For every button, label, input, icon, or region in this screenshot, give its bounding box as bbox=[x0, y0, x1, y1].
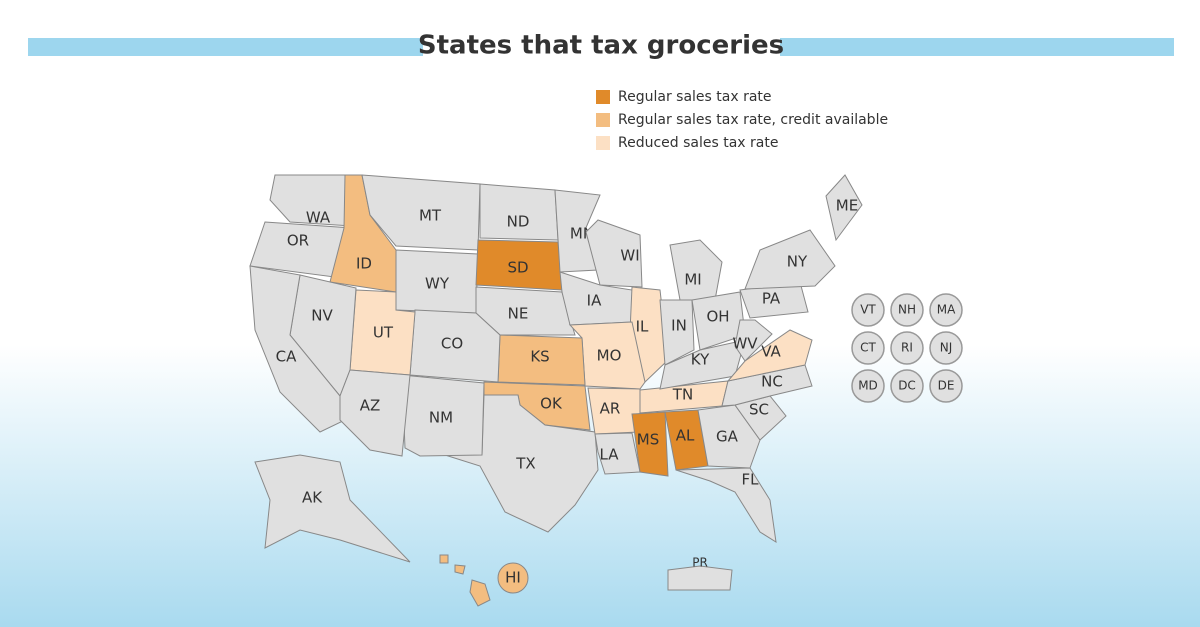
state-shape bbox=[631, 411, 669, 477]
small-state-circle bbox=[929, 293, 963, 327]
state-shape bbox=[734, 319, 773, 362]
state-label: IN bbox=[671, 317, 687, 335]
state-label: WA bbox=[306, 209, 331, 227]
title: States that tax groceries bbox=[418, 31, 784, 61]
state-label: NV bbox=[311, 307, 333, 325]
small-state-label: RI bbox=[901, 341, 913, 355]
title-bar-right bbox=[780, 38, 1174, 56]
state-label: AZ bbox=[360, 397, 381, 415]
state-label: GA bbox=[716, 428, 739, 446]
small-state-circle bbox=[929, 331, 963, 365]
legend-swatch bbox=[596, 113, 610, 127]
small-state-label: MA bbox=[937, 303, 956, 317]
state-label: TX bbox=[515, 455, 535, 473]
state-label: KY bbox=[691, 351, 710, 369]
small-state-label: VT bbox=[860, 303, 876, 317]
state-label: ME bbox=[836, 197, 858, 215]
state-label: FL bbox=[742, 471, 760, 489]
state-label: SD bbox=[507, 259, 528, 277]
state-shape bbox=[439, 554, 449, 564]
state-label: NE bbox=[508, 305, 529, 323]
legend-label: Reduced sales tax rate bbox=[618, 135, 778, 151]
state-label: CA bbox=[276, 348, 297, 366]
state-shape bbox=[339, 369, 411, 457]
state-shape bbox=[825, 174, 863, 242]
small-state-label: CT bbox=[860, 341, 876, 355]
state-label: IL bbox=[636, 318, 649, 336]
state-shape bbox=[726, 329, 813, 382]
state-label: SC bbox=[749, 401, 769, 419]
small-state-circle bbox=[851, 331, 885, 365]
state-label: NM bbox=[429, 409, 453, 427]
state-label: PR bbox=[692, 556, 708, 570]
state-label: ND bbox=[507, 213, 530, 231]
state-label: AR bbox=[600, 400, 621, 418]
state-label: WY bbox=[425, 275, 450, 293]
small-state-label: NH bbox=[898, 303, 916, 317]
state-label: MO bbox=[597, 347, 622, 365]
state-label: VA bbox=[761, 343, 781, 361]
state-label: OR bbox=[287, 232, 309, 250]
small-state-circle bbox=[890, 331, 924, 365]
state-shape bbox=[659, 299, 695, 366]
state-label: NY bbox=[787, 253, 808, 271]
state-label: KS bbox=[530, 348, 549, 366]
small-state-label: NJ bbox=[940, 341, 953, 355]
state-shape bbox=[669, 239, 723, 301]
state-label: AK bbox=[302, 489, 323, 507]
title-bar-left bbox=[28, 38, 423, 56]
state-label: OH bbox=[706, 308, 729, 326]
state-label: HI bbox=[505, 569, 521, 587]
small-state-circle bbox=[890, 293, 924, 327]
state-label: IA bbox=[587, 292, 602, 310]
state-label: WI bbox=[620, 247, 639, 265]
state-label: AL bbox=[676, 427, 695, 445]
state-circle bbox=[497, 562, 529, 594]
state-shape bbox=[667, 565, 733, 591]
state-label: MI bbox=[684, 271, 701, 289]
state-label: OK bbox=[540, 395, 563, 413]
small-state-circle bbox=[890, 369, 924, 403]
small-state-label: DC bbox=[898, 379, 916, 393]
state-shape bbox=[594, 432, 641, 475]
state-shape bbox=[254, 454, 411, 563]
legend-label: Regular sales tax rate bbox=[618, 89, 772, 105]
small-state-label: DE bbox=[938, 379, 955, 393]
island-shape bbox=[469, 579, 491, 607]
state-label: MS bbox=[637, 431, 659, 449]
state-shape bbox=[659, 339, 746, 390]
state-shape bbox=[744, 229, 836, 290]
state-label: MT bbox=[419, 207, 442, 225]
state-label: PA bbox=[762, 290, 781, 308]
legend-swatch bbox=[596, 90, 610, 104]
state-shape bbox=[585, 219, 643, 288]
state-shape bbox=[675, 467, 777, 543]
state-shape bbox=[269, 174, 356, 227]
state-label: LA bbox=[600, 446, 620, 464]
legend-label: Regular sales tax rate, credit available bbox=[618, 112, 888, 128]
legend-swatch bbox=[596, 136, 610, 150]
state-label: ID bbox=[356, 255, 372, 273]
state-label: WV bbox=[732, 335, 758, 353]
small-state-circle bbox=[851, 293, 885, 327]
state-label: UT bbox=[373, 324, 394, 342]
small-state-label: MD bbox=[858, 379, 878, 393]
state-label: CO bbox=[441, 335, 463, 353]
small-state-circle bbox=[851, 369, 885, 403]
state-shape bbox=[475, 286, 576, 336]
state-shape bbox=[361, 174, 481, 251]
state-label: TN bbox=[672, 386, 693, 404]
state-shape bbox=[401, 374, 485, 457]
state-label: NC bbox=[761, 373, 783, 391]
island-shape bbox=[454, 564, 466, 575]
small-state-circle bbox=[929, 369, 963, 403]
